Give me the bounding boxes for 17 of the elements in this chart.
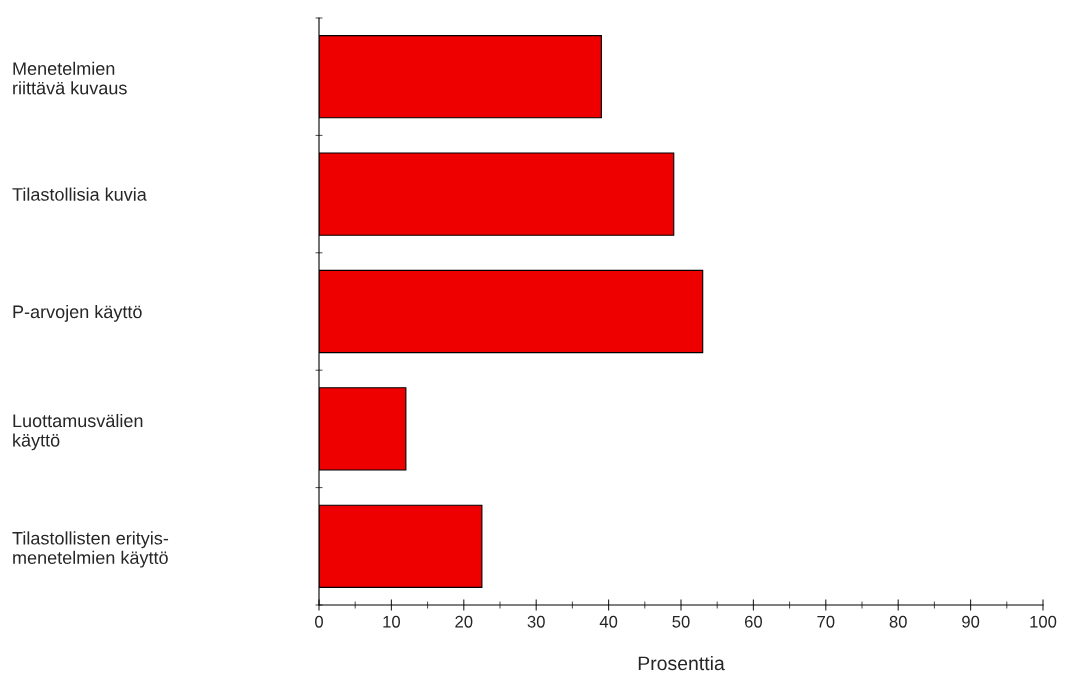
y-tick-label: Luottamusvälien käyttö [13,413,143,451]
y-tick-label: Menetelmien riittävä kuvaus [13,61,127,95]
x-tick-label: 90 [962,615,980,628]
x-tick-label: 100 [1030,615,1057,628]
x-tick-label: 80 [889,615,907,628]
y-tick-label: Tilastollisia kuvia [12,187,147,201]
x-axis-title: Prosenttia [638,655,725,671]
x-tick-label: 40 [599,615,618,628]
x-tick-label: 30 [527,615,545,628]
x-tick-label: 70 [817,615,835,628]
x-tick-label: 50 [672,615,690,628]
y-tick-label: P-arvojen käyttö [13,304,142,322]
y-tick-label: Tilastollisten erityis- menetelmien käyttö [12,531,169,568]
x-tick-label: 0 [315,615,323,628]
x-tick-label: 60 [744,615,763,628]
x-tick-label: 10 [383,615,401,628]
x-tick-label: 20 [455,615,473,628]
